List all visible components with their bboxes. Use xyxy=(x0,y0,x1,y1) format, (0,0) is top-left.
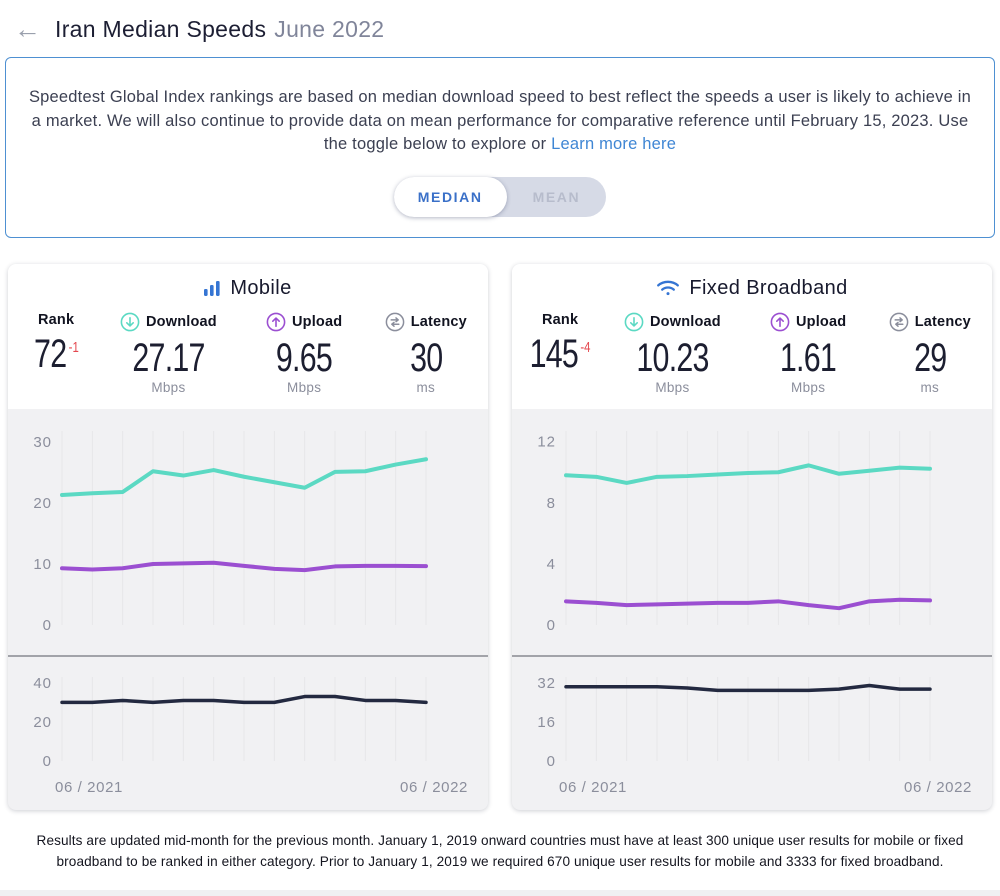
latency-label: Latency xyxy=(914,313,971,330)
svg-text:8: 8 xyxy=(547,494,556,511)
median-notice-box: Speedtest Global Index rankings are base… xyxy=(5,57,995,238)
cards-row: Mobile Rank 72 -1 Download 27.17 Mbps xyxy=(8,263,992,810)
back-arrow-icon[interactable]: ← xyxy=(14,14,41,44)
page-title: Iran Median Speeds xyxy=(55,16,267,42)
latency-unit: ms xyxy=(416,379,436,395)
fixed-upload-stat: Upload 1.61 Mbps xyxy=(743,312,874,395)
xaxis-start-label: 06 / 2021 xyxy=(559,778,627,796)
upload-value: 9.65 xyxy=(276,335,333,380)
rank-label: Rank xyxy=(37,311,75,328)
fixed-speed-chart: 0 4 8 12 xyxy=(524,419,980,641)
upload-value: 1.61 xyxy=(780,335,837,380)
upload-icon xyxy=(770,312,790,332)
upload-label: Upload xyxy=(795,313,847,330)
chart-divider xyxy=(8,654,488,657)
xaxis-end-label: 06 / 2022 xyxy=(904,778,972,796)
fixed-chart-section: 0 4 8 12 0 16 32 06 / 2021 06 / 2022 xyxy=(512,409,992,810)
svg-text:0: 0 xyxy=(43,617,52,634)
fixed-latency-stat: Latency 29 ms xyxy=(874,312,986,395)
toggle-mean-button[interactable]: MEAN xyxy=(532,188,581,205)
svg-text:30: 30 xyxy=(33,433,52,450)
upload-icon xyxy=(266,312,286,332)
notice-toggle-prompt: Use the toggle below to explore or xyxy=(323,111,969,154)
mobile-card-head: Mobile Rank 72 -1 Download 27.17 Mbps xyxy=(8,263,488,409)
download-label: Download xyxy=(145,313,217,330)
notice-text: Speedtest Global Index rankings are base… xyxy=(22,86,978,157)
fixed-stats: Rank 145 -4 Download 10.23 Mbps Upload xyxy=(512,312,992,395)
svg-text:10: 10 xyxy=(33,555,52,572)
toggle-median-button[interactable]: MEDIAN xyxy=(393,176,507,217)
latency-label: Latency xyxy=(410,313,467,330)
xaxis-end-label: 06 / 2022 xyxy=(400,778,468,796)
svg-text:16: 16 xyxy=(537,714,556,731)
wifi-icon xyxy=(656,279,680,297)
svg-text:0: 0 xyxy=(547,753,556,770)
svg-text:20: 20 xyxy=(33,713,52,730)
latency-icon xyxy=(385,312,405,332)
card-title-label: Fixed Broadband xyxy=(689,276,848,299)
rank-change-badge: -1 xyxy=(68,338,79,356)
download-icon xyxy=(120,312,140,332)
svg-text:12: 12 xyxy=(537,433,556,450)
fixed-download-stat: Download 10.23 Mbps xyxy=(602,312,742,395)
learn-more-link[interactable]: Learn more here xyxy=(551,135,677,153)
mobile-latency-chart: 0 20 40 xyxy=(20,665,476,777)
chart-divider xyxy=(512,654,992,657)
fixed-rank-stat: Rank 145 -4 xyxy=(518,312,602,395)
mobile-rank-stat: Rank 72 -1 xyxy=(14,312,98,395)
mobile-chart-section: 0 10 20 30 0 20 40 06 / 2021 06 / 2022 xyxy=(8,409,488,810)
download-icon xyxy=(624,312,644,332)
mobile-bars-icon xyxy=(204,280,221,297)
page-subtitle-date: June 2022 xyxy=(274,16,385,42)
fixed-xaxis-labels: 06 / 2021 06 / 2022 xyxy=(524,777,980,810)
mobile-latency-stat: Latency 30 ms xyxy=(370,312,482,395)
fixed-broadband-card: Fixed Broadband Rank 145 -4 Download 10.2… xyxy=(512,263,992,810)
mobile-card: Mobile Rank 72 -1 Download 27.17 Mbps xyxy=(8,263,488,810)
upload-unit: Mbps xyxy=(287,379,322,395)
header: ← Iran Median Speeds June 2022 xyxy=(0,0,1000,49)
bottom-strip xyxy=(0,890,1000,896)
latency-value: 30 xyxy=(409,335,443,380)
mobile-speed-chart: 0 10 20 30 xyxy=(20,419,476,641)
card-title-label: Mobile xyxy=(230,276,292,299)
mobile-upload-stat: Upload 9.65 Mbps xyxy=(239,312,370,395)
fixed-card-head: Fixed Broadband Rank 145 -4 Download 10.2… xyxy=(512,263,992,409)
upload-label: Upload xyxy=(291,313,343,330)
download-unit: Mbps xyxy=(655,379,690,395)
download-value: 27.17 xyxy=(132,335,205,380)
rank-value: 72 -1 xyxy=(33,331,79,376)
mobile-stats: Rank 72 -1 Download 27.17 Mbps Upload xyxy=(8,312,488,395)
svg-text:40: 40 xyxy=(33,674,52,691)
latency-icon xyxy=(889,312,909,332)
xaxis-start-label: 06 / 2021 xyxy=(55,778,123,796)
svg-text:0: 0 xyxy=(43,753,52,770)
mobile-card-title: Mobile xyxy=(8,277,488,300)
median-mean-toggle[interactable]: MEDIAN MEAN xyxy=(393,176,607,217)
download-value: 10.23 xyxy=(636,335,709,380)
fixed-card-title: Fixed Broadband xyxy=(512,277,992,300)
latency-value: 29 xyxy=(913,335,947,380)
rank-value: 145 -4 xyxy=(529,331,591,376)
download-unit: Mbps xyxy=(151,379,186,395)
footer-note: Results are updated mid-month for the pr… xyxy=(36,832,964,869)
svg-text:20: 20 xyxy=(33,494,52,511)
mobile-download-stat: Download 27.17 Mbps xyxy=(98,312,238,395)
rank-change-badge: -4 xyxy=(580,338,591,356)
svg-text:32: 32 xyxy=(537,675,556,692)
latency-unit: ms xyxy=(920,379,940,395)
mobile-xaxis-labels: 06 / 2021 06 / 2022 xyxy=(20,777,476,810)
rank-label: Rank xyxy=(541,311,579,328)
notice-body: Speedtest Global Index rankings are base… xyxy=(28,88,972,130)
svg-text:0: 0 xyxy=(547,617,556,634)
svg-text:4: 4 xyxy=(547,555,556,572)
upload-unit: Mbps xyxy=(791,379,826,395)
fixed-latency-chart: 0 16 32 xyxy=(524,665,980,777)
toggle-wrap: MEDIAN MEAN xyxy=(22,176,978,217)
download-label: Download xyxy=(649,313,721,330)
